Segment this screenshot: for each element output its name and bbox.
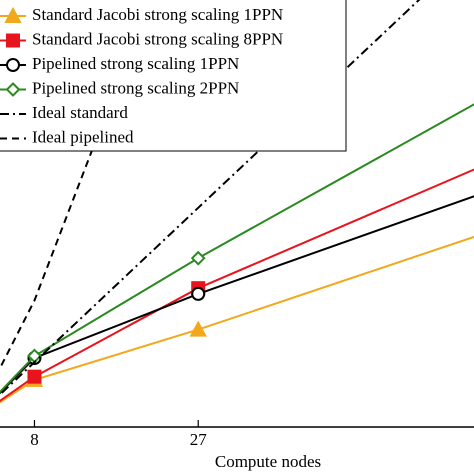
legend-box [0,0,347,152]
marker [6,58,20,72]
marker [189,320,207,337]
legend-label: Ideal standard [32,103,128,122]
series-line [0,0,421,396]
legend-label: Pipelined strong scaling 1PPN [32,54,239,73]
marker [190,250,206,266]
series-line [0,195,474,395]
legend-label: Ideal pipelined [32,127,134,146]
marker [191,286,206,301]
x-axis-label: Compute nodes [215,452,321,471]
marker [4,6,22,23]
legend-label: Standard Jacobi strong scaling 1PPN [32,5,283,24]
x-tick-label: 8 [30,430,39,449]
legend-label: Standard Jacobi strong scaling 8PPN [32,29,283,48]
marker [27,369,42,384]
x-tick-label: 27 [190,430,208,449]
series-line [0,103,474,394]
marker [5,82,21,97]
legend: Standard Jacobi strong scaling 1PPN Stand… [0,0,347,152]
series-line [0,235,474,404]
legend-label: Pipelined strong scaling 2PPN [32,78,239,97]
marker [6,33,20,48]
series-line [0,168,474,403]
